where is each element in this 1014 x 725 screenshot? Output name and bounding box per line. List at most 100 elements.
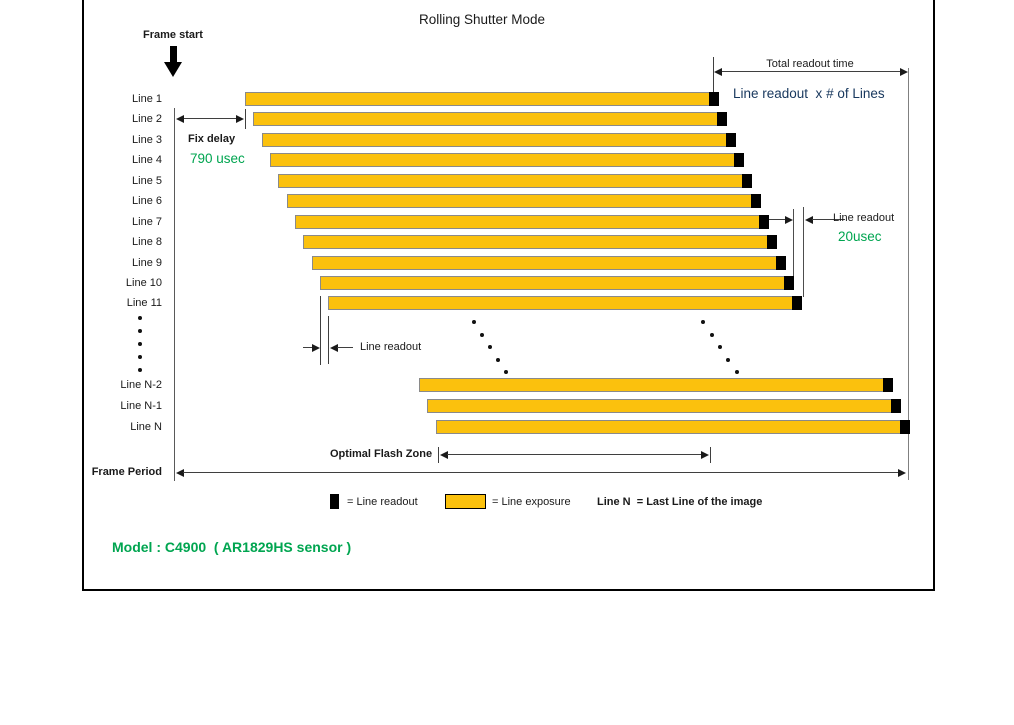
flash-zone-arrowhead-left-icon <box>440 451 448 459</box>
line-readout-left-arrowhead-icon <box>805 216 813 224</box>
page-title: Rolling Shutter Mode <box>418 12 546 27</box>
line-readout-cap <box>792 296 802 310</box>
legend-exposure-label: = Line exposure <box>492 496 571 508</box>
line-readout-cap <box>883 378 893 392</box>
line-readout-right-arrowhead-icon <box>785 216 793 224</box>
total-readout-tick <box>713 57 714 93</box>
ellipsis-dot-icon <box>735 370 739 374</box>
line-readout-cap <box>751 194 761 208</box>
line-label: Line 5 <box>132 175 162 187</box>
ellipsis-dot-icon <box>480 333 484 337</box>
ellipsis-dot-icon <box>710 333 714 337</box>
readout-formula: Line readout x # of Lines <box>733 86 885 101</box>
line-readout-cap <box>784 276 794 290</box>
line-readout-mid-label: Line readout <box>360 341 422 353</box>
line-readout-cap <box>742 174 752 188</box>
line-readout-cap <box>717 112 727 126</box>
line-readout-cap <box>891 399 901 413</box>
line-readout-cap <box>900 420 910 434</box>
exposure-bar <box>427 399 901 413</box>
ellipsis-dot-icon <box>138 368 142 372</box>
line-label: Line 7 <box>132 216 162 228</box>
ellipsis-dot-icon <box>504 370 508 374</box>
line-label: Line N <box>130 421 162 433</box>
line-label: Line 6 <box>132 195 162 207</box>
legend-readout-swatch <box>330 494 339 509</box>
exposure-bar <box>320 276 794 290</box>
total-readout-label: Total readout time <box>766 58 854 70</box>
exposure-bar <box>436 420 910 434</box>
ellipsis-dot-icon <box>718 345 722 349</box>
line-readout-mid-arrowhead-right-icon <box>312 344 320 352</box>
line-readout-cap <box>734 153 744 167</box>
exposure-bar <box>245 92 719 106</box>
legend-exposure-swatch <box>445 494 486 509</box>
exposure-bar <box>253 112 727 126</box>
frame-period-label: Frame Period <box>91 466 162 478</box>
line-readout-right-label: Line readout <box>833 212 895 224</box>
fix-delay-arrowhead-left-icon <box>176 115 184 123</box>
flash-zone-tick-right <box>710 447 711 463</box>
line-readout-mid-arrow-line-2 <box>337 347 353 348</box>
line-readout-right-arrow-line-1 <box>757 219 787 220</box>
frame-end-boundary-line <box>908 68 909 480</box>
optimal-flash-zone-label: Optimal Flash Zone <box>330 448 433 460</box>
fix-delay-label: Fix delay <box>188 133 236 145</box>
line-label: Line N-1 <box>120 400 162 412</box>
fix-delay-value: 790 usec <box>190 151 245 166</box>
line-readout-mid-tick-1 <box>320 296 321 365</box>
line-readout-mid-tick-2 <box>328 316 329 364</box>
fix-delay-tick <box>245 109 246 129</box>
line-label: Line 9 <box>132 257 162 269</box>
total-readout-arrowhead-right-icon <box>900 68 908 76</box>
ellipsis-dot-icon <box>488 345 492 349</box>
flash-zone-arrowhead-right-icon <box>701 451 709 459</box>
exposure-bar <box>303 235 777 249</box>
frame-period-arrowhead-left-icon <box>176 469 184 477</box>
line-label: Line 8 <box>132 236 162 248</box>
fix-delay-arrow-line <box>178 118 240 119</box>
frame-start-label: Frame start <box>143 29 203 41</box>
exposure-bar <box>270 153 744 167</box>
flash-zone-arrow-line <box>447 454 702 455</box>
total-readout-arrowhead-left-icon <box>714 68 722 76</box>
line-label: Line 4 <box>132 154 162 166</box>
ellipsis-dot-icon <box>496 358 500 362</box>
exposure-bar <box>287 194 761 208</box>
flash-zone-tick-left <box>438 447 439 463</box>
diagram-frame <box>82 0 935 591</box>
line-readout-mid-arrowhead-left-icon <box>330 344 338 352</box>
line-label: Line 11 <box>126 297 162 309</box>
line-readout-cap <box>776 256 786 270</box>
line-label: Line N-2 <box>120 379 162 391</box>
exposure-bar <box>295 215 769 229</box>
ellipsis-dot-icon <box>701 320 705 324</box>
ellipsis-dot-icon <box>138 329 142 333</box>
line-readout-right-value: 20usec <box>838 229 882 244</box>
ellipsis-dot-icon <box>138 316 142 320</box>
exposure-bar <box>312 256 786 270</box>
fix-delay-arrowhead-right-icon <box>236 115 244 123</box>
line-readout-right-arrow-line-2 <box>812 219 845 220</box>
ellipsis-dot-icon <box>472 320 476 324</box>
ellipsis-dot-icon <box>138 342 142 346</box>
line-label: Line 2 <box>132 113 162 125</box>
ellipsis-dot-icon <box>138 355 142 359</box>
exposure-bar <box>419 378 893 392</box>
exposure-bar <box>262 133 736 147</box>
exposure-bar <box>278 174 752 188</box>
total-readout-arrow-line <box>716 71 904 72</box>
line-readout-right-tick-2 <box>803 207 804 297</box>
legend-readout-label: = Line readout <box>347 496 418 508</box>
line-readout-cap <box>726 133 736 147</box>
line-readout-cap <box>767 235 777 249</box>
frame-period-arrowhead-right-icon <box>898 469 906 477</box>
model-note: Model : C4900 ( AR1829HS sensor ) <box>112 539 352 555</box>
line-label: Line 1 <box>132 93 162 105</box>
line-label: Line 10 <box>125 277 162 289</box>
line-readout-cap <box>709 92 719 106</box>
exposure-bar <box>328 296 802 310</box>
ellipsis-dot-icon <box>726 358 730 362</box>
line-readout-right-tick-1 <box>793 209 794 277</box>
